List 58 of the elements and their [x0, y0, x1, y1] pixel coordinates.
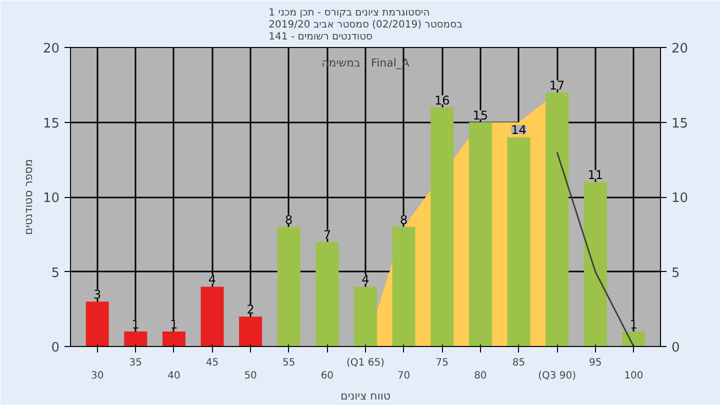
data-label: 16 — [434, 93, 450, 108]
x-tick-label: 45 — [206, 358, 219, 368]
x-tick-label: 85 — [512, 358, 526, 368]
x-tick-label: 55 — [282, 358, 296, 368]
bar — [468, 122, 492, 346]
x-tick-label: 30 — [90, 370, 104, 382]
data-label: 14 — [511, 123, 526, 138]
bar — [86, 302, 109, 346]
bar — [316, 242, 339, 346]
x-tick-label: 75 — [436, 358, 448, 368]
y-tick-label: 20 — [42, 42, 60, 56]
data-label: 17 — [549, 78, 565, 92]
y-tick-label: 0 — [51, 340, 60, 356]
bar — [354, 286, 377, 346]
bar — [584, 182, 607, 346]
data-label: 1 — [132, 318, 140, 332]
x-tick-label: (Q3 90) — [538, 370, 576, 382]
x-axis-title: טווח ציונים — [340, 390, 390, 403]
y-tick-label: 15 — [42, 116, 60, 132]
y2-tick-label: 20 — [672, 42, 688, 56]
y-axis-title: מספר סטודנטים — [22, 159, 35, 235]
x-tick-label: 100 — [624, 370, 644, 382]
y-tick-label: 10 — [42, 191, 60, 206]
data-label: 11 — [588, 168, 604, 182]
data-label: 8 — [285, 212, 293, 227]
data-label: 4 — [362, 272, 370, 287]
bar — [430, 107, 454, 346]
bar — [392, 226, 416, 346]
bar — [162, 332, 186, 346]
x-tick-label: 40 — [168, 370, 180, 382]
bar — [546, 92, 569, 346]
bar — [124, 332, 148, 346]
x-tick-label: 80 — [474, 370, 487, 382]
y2-tick-label: 5 — [672, 266, 680, 281]
data-label: 1 — [630, 318, 638, 332]
data-label: 15 — [472, 108, 488, 122]
x-tick-label: 95 — [589, 358, 602, 368]
data-label: 3 — [94, 288, 102, 302]
data-label: 7 — [323, 228, 332, 242]
bar — [277, 226, 300, 346]
data-label: 4 — [208, 272, 216, 287]
bar — [239, 316, 262, 346]
x-tick-label: 70 — [397, 370, 410, 382]
x-tick-label: 35 — [129, 358, 142, 368]
data-label: 1 — [170, 318, 178, 332]
bar — [622, 332, 646, 346]
data-label: 8 — [400, 212, 408, 227]
bar — [507, 137, 530, 346]
data-label: 2 — [246, 302, 254, 317]
x-tick-label: (Q1 65) — [346, 358, 385, 368]
y-tick-label: 5 — [51, 266, 60, 281]
y2-tick-label: 0 — [672, 340, 680, 356]
chart-title: היסטוגרמת ציונים בקורס - תכן מכני 1 בסמסטר (02/2019) סמסטר אביב 2019/20 סטודנטים רשומים - 141 — [268, 7, 463, 42]
bar — [200, 286, 224, 346]
x-tick-label: 60 — [320, 370, 334, 382]
y2-tick-label: 15 — [672, 116, 688, 132]
y2-tick-label: 10 — [672, 191, 688, 206]
x-tick-label: 50 — [244, 370, 257, 382]
